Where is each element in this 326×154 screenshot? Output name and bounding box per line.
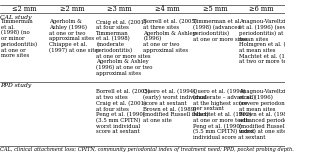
Text: Craig et al. (2001)
at four sites
Timmerman
et al. (1998)
(moderate
periodontiti: Craig et al. (2001) at four sites Timmer… [96,19,153,76]
Text: ≥4 mm: ≥4 mm [155,5,180,13]
Text: ≥5 mm: ≥5 mm [203,5,228,13]
Text: Quero et al. (1994)
(moderate – advanced)
at the highest score
per sextant
Macht: Quero et al. (1994) (moderate – advanced… [193,89,266,140]
Text: PPD study: PPD study [0,83,31,88]
Text: Borrell et al. (2005)
at three sites
Agerholm & Ashley
(1996)
at one or two
appr: Borrell et al. (2005) at three sites Age… [143,19,197,53]
Text: Anagnou-Vareltzides
et al. (1996)
(severe periodontitis)
at mean sites
Brown et : Anagnou-Vareltzides et al. (1996) (sever… [240,89,302,134]
Text: ≥3 mm: ≥3 mm [107,5,131,13]
Text: Quero et al. (1994)
(early) worst individual
score at sextant
Brown et al. (1989: Quero et al. (1994) (early) worst indivi… [143,89,209,123]
Text: Borrell et al. (2005)
at two sites
Craig et al. (2001)
at four sites
Peng et al.: Borrell et al. (2005) at two sites Craig… [96,89,150,134]
Text: Timmerman
et al.
(1998) (no
or minor
periodontitis)
at one or
more sites: Timmerman et al. (1998) (no or minor per… [1,19,38,58]
Text: CAL study: CAL study [0,15,32,20]
Text: ≥2 mm: ≥2 mm [60,5,84,13]
Text: ≥6 mm: ≥6 mm [249,5,274,13]
Text: Anagnou-Vareltzides
et al. (1996) (severe
periodontitis) at
mean sites
Holmgren : Anagnou-Vareltzides et al. (1996) (sever… [240,19,302,64]
Text: Agerholm &
Ashley (1996)
at one or two
approximal sites
Chiappe et al.
(1997) at: Agerholm & Ashley (1996) at one or two a… [49,19,98,53]
Text: ≤2 mm: ≤2 mm [12,5,37,13]
Text: Timmerman et al.
(1998) (advanced
periodontitis)
at one or more sites: Timmerman et al. (1998) (advanced period… [193,19,248,42]
Text: CAL, clinical attachment loss; CPITN, community periodontal index of treatment n: CAL, clinical attachment loss; CPITN, co… [0,147,294,152]
